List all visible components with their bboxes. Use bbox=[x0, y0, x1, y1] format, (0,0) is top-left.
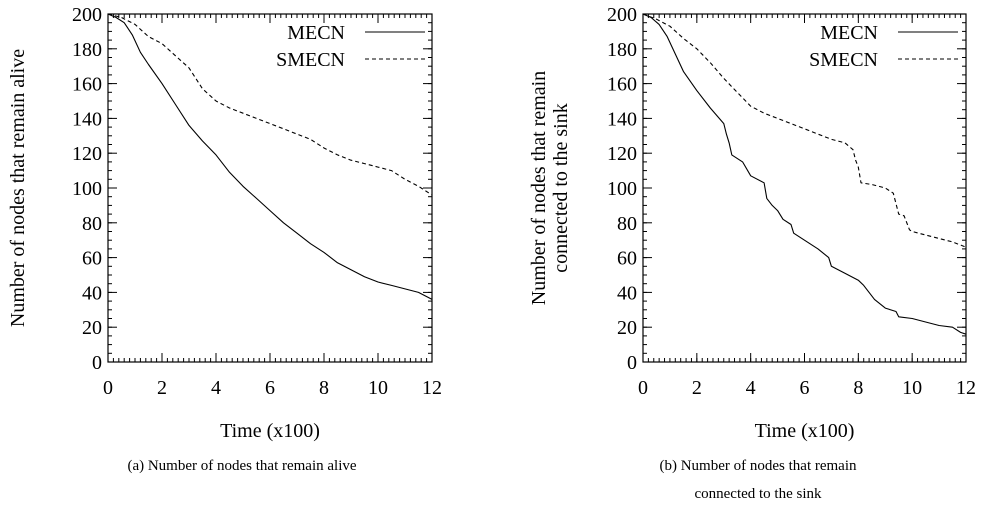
y-tick-label: 180 bbox=[72, 39, 102, 61]
y-tick-label: 100 bbox=[607, 178, 637, 200]
y-tick-label: 100 bbox=[72, 178, 102, 200]
legend-label-smecn: SMECN bbox=[276, 49, 345, 71]
y-tick-label: 80 bbox=[82, 213, 102, 235]
caption-line: (b) Number of nodes that remain bbox=[659, 458, 857, 474]
y-tick-label: 60 bbox=[617, 248, 637, 270]
x-tick-label: 10 bbox=[368, 377, 388, 399]
y-tick-label: 180 bbox=[607, 39, 637, 61]
x-tick-label: 6 bbox=[800, 377, 810, 399]
y-tick-label: 140 bbox=[72, 108, 102, 130]
legend-label-mecn: MECN bbox=[820, 22, 878, 44]
chart-b: 0 2 4 6 8 10 12020406080100120140160180200MECN… bbox=[528, 4, 976, 502]
legend-label-mecn: MECN bbox=[287, 22, 345, 44]
x-axis-title: Time (x100) bbox=[755, 420, 855, 442]
y-axis-title-line: Number of nodes that remain alive bbox=[7, 49, 29, 327]
plot-frame bbox=[642, 13, 967, 363]
y-tick-label: 20 bbox=[617, 317, 637, 339]
x-tick-label: 10 bbox=[902, 377, 922, 399]
series-line-smecn bbox=[642, 13, 967, 248]
x-tick-label: 12 bbox=[422, 377, 442, 399]
y-tick-label: 200 bbox=[607, 4, 637, 26]
y-axis-title: Number of nodes that remainconnected to … bbox=[528, 71, 572, 305]
caption: (b) Number of nodes that remain connected… bbox=[659, 458, 857, 502]
x-tick-label: 0 bbox=[638, 377, 648, 399]
y-tick-label: 120 bbox=[607, 143, 637, 165]
series-line-smecn bbox=[107, 13, 433, 196]
caption-line: connected to the sink bbox=[694, 486, 822, 502]
y-tick-label: 80 bbox=[617, 213, 637, 235]
series-line-mecn bbox=[642, 13, 967, 335]
x-tick-label: 2 bbox=[692, 377, 702, 399]
y-tick-label: 160 bbox=[72, 74, 102, 96]
x-tick-label: 6 bbox=[265, 377, 275, 399]
x-tick-label: 0 bbox=[103, 377, 113, 399]
caption: (a) Number of nodes that remain alive bbox=[127, 458, 356, 474]
x-tick-label: 2 bbox=[157, 377, 167, 399]
chart-a: 0 2 4 6 8 10 12020406080100120140160180200MECN… bbox=[7, 4, 442, 474]
x-tick-label: 4 bbox=[746, 377, 756, 399]
caption-line: (a) Number of nodes that remain alive bbox=[127, 458, 356, 474]
x-tick-label: 4 bbox=[211, 377, 221, 399]
y-axis-title: Number of nodes that remain alive bbox=[7, 49, 29, 327]
x-tick-label: 8 bbox=[319, 377, 329, 399]
y-tick-label: 0 bbox=[92, 352, 102, 374]
y-tick-label: 60 bbox=[82, 248, 102, 270]
y-tick-label: 140 bbox=[607, 108, 637, 130]
y-tick-label: 120 bbox=[72, 143, 102, 165]
y-tick-label: 200 bbox=[72, 4, 102, 26]
x-axis-title: Time (x100) bbox=[220, 420, 320, 442]
legend-label-smecn: SMECN bbox=[809, 49, 878, 71]
y-tick-label: 20 bbox=[82, 317, 102, 339]
plot-frame bbox=[107, 13, 433, 363]
x-tick-label: 12 bbox=[956, 377, 976, 399]
y-axis-title-line: Number of nodes that remain bbox=[528, 71, 550, 305]
y-tick-label: 0 bbox=[627, 352, 637, 374]
y-tick-label: 160 bbox=[607, 74, 637, 96]
y-tick-label: 40 bbox=[82, 282, 102, 304]
y-tick-label: 40 bbox=[617, 282, 637, 304]
x-tick-label: 8 bbox=[853, 377, 863, 399]
y-axis-title-line: connected to the sink bbox=[550, 103, 572, 272]
series-line-mecn bbox=[107, 13, 433, 300]
